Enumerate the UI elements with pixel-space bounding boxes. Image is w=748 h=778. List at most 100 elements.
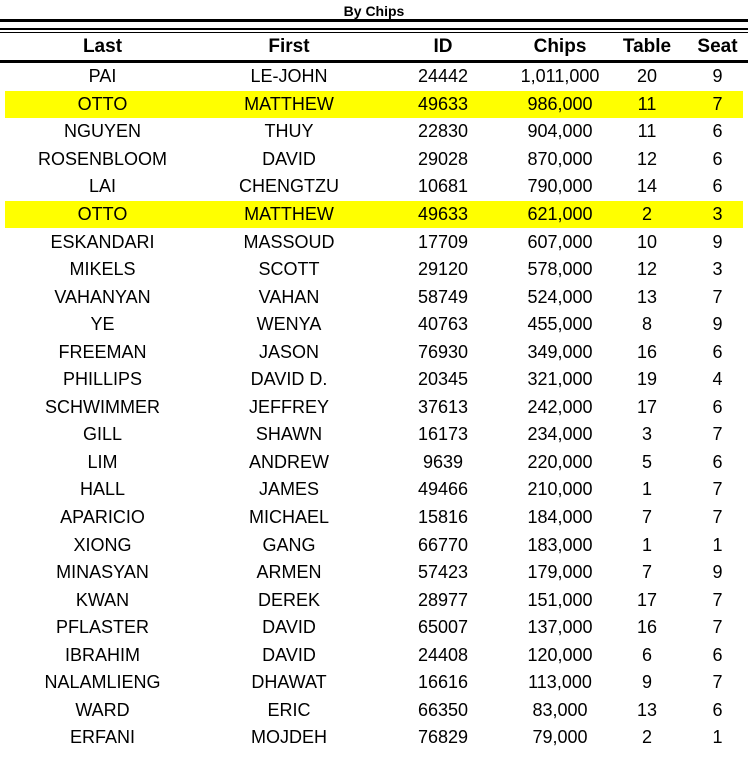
table-row: VAHANYAN VAHAN 58749 524,000 13 7 bbox=[0, 283, 748, 311]
cell-id: 24408 bbox=[417, 644, 469, 665]
table-row: PHILLIPS DAVID D. 20345 321,000 19 4 bbox=[0, 366, 748, 394]
table-row: PAI LE-JOHN 24442 1,011,000 20 9 bbox=[0, 63, 748, 91]
cell-id: 57423 bbox=[417, 562, 469, 583]
table-header-row: Last First ID Chips Table Seat bbox=[0, 33, 748, 60]
cell-id: 49466 bbox=[417, 479, 469, 500]
cell-first: ARMEN bbox=[256, 562, 322, 583]
cell-first: MATTHEW bbox=[244, 93, 334, 114]
cell-seat: 9 bbox=[712, 231, 723, 252]
cell-id: 40763 bbox=[417, 314, 469, 335]
cell-first: DAVID bbox=[262, 644, 316, 665]
header-bottom-rule bbox=[0, 60, 748, 63]
cell-table: 16 bbox=[636, 341, 658, 362]
cell-table: 1 bbox=[641, 479, 652, 500]
cell-first: JEFFREY bbox=[248, 396, 329, 417]
cell-id: 49633 bbox=[417, 204, 469, 224]
cell-last: MINASYAN bbox=[56, 562, 149, 583]
cell-first: JAMES bbox=[258, 479, 319, 500]
table-row: OTTO MATTHEW 49633 621,000 2 3 bbox=[0, 200, 748, 229]
cell-first: DAVID D. bbox=[250, 369, 328, 390]
cell-id: 58749 bbox=[417, 286, 469, 307]
cell-id: 9639 bbox=[422, 451, 464, 472]
cell-seat: 3 bbox=[712, 259, 723, 280]
cell-seat: 3 bbox=[712, 204, 723, 224]
cell-table: 2 bbox=[641, 204, 652, 224]
cell-table: 5 bbox=[641, 451, 652, 472]
cell-chips: 79,000 bbox=[532, 727, 588, 748]
cell-first: DEREK bbox=[257, 589, 320, 610]
cell-table: 19 bbox=[636, 369, 658, 390]
cell-seat: 6 bbox=[712, 699, 723, 720]
table-row: MINASYAN ARMEN 57423 179,000 7 9 bbox=[0, 559, 748, 587]
cell-seat: 6 bbox=[712, 451, 723, 472]
cell-id: 29028 bbox=[417, 148, 469, 169]
cell-id: 65007 bbox=[417, 617, 469, 638]
column-header-chips: Chips bbox=[533, 35, 587, 57]
table-row: XIONG GANG 66770 183,000 1 1 bbox=[0, 531, 748, 559]
cell-seat: 6 bbox=[712, 396, 723, 417]
cell-table: 7 bbox=[641, 507, 652, 528]
cell-last: LAI bbox=[88, 176, 117, 197]
cell-chips: 607,000 bbox=[527, 231, 593, 252]
cell-first: THUY bbox=[264, 121, 314, 142]
cell-id: 15816 bbox=[417, 507, 469, 528]
cell-last: NGUYEN bbox=[63, 121, 141, 142]
cell-table: 12 bbox=[636, 148, 658, 169]
cell-table: 11 bbox=[637, 93, 657, 114]
cell-chips: 904,000 bbox=[527, 121, 593, 142]
cell-id: 76930 bbox=[417, 341, 469, 362]
cell-chips: 151,000 bbox=[527, 589, 593, 610]
cell-table: 3 bbox=[641, 424, 652, 445]
cell-chips: 578,000 bbox=[527, 259, 593, 280]
cell-last: NALAMLIENG bbox=[44, 672, 161, 693]
cell-seat: 7 bbox=[712, 93, 723, 114]
cell-id: 66350 bbox=[417, 699, 469, 720]
cell-first: JASON bbox=[258, 341, 319, 362]
table-row: HALL JAMES 49466 210,000 1 7 bbox=[0, 476, 748, 504]
column-header-table: Table bbox=[622, 35, 672, 57]
cell-seat: 7 bbox=[712, 672, 723, 693]
cell-first: ANDREW bbox=[249, 451, 329, 472]
cell-seat: 4 bbox=[712, 369, 723, 390]
cell-last: ROSENBLOOM bbox=[37, 148, 168, 169]
double-rule-bottom bbox=[0, 31, 748, 33]
cell-first: MASSOUD bbox=[243, 231, 335, 252]
cell-table: 16 bbox=[636, 617, 658, 638]
cell-table: 9 bbox=[641, 672, 652, 693]
cell-last: XIONG bbox=[73, 534, 132, 555]
cell-chips: 220,000 bbox=[527, 451, 593, 472]
table-row: NALAMLIENG DHAWAT 16616 113,000 9 7 bbox=[0, 669, 748, 697]
cell-chips: 242,000 bbox=[527, 396, 593, 417]
cell-chips: 210,000 bbox=[527, 479, 593, 500]
cell-first: DHAWAT bbox=[251, 672, 327, 693]
cell-table: 11 bbox=[637, 121, 657, 142]
cell-seat: 6 bbox=[712, 176, 723, 197]
cell-last: LIM bbox=[87, 451, 118, 472]
cell-first: CHENGTZU bbox=[239, 176, 339, 197]
cell-chips: 349,000 bbox=[527, 341, 593, 362]
column-header-seat: Seat bbox=[697, 35, 738, 57]
cell-id: 20345 bbox=[417, 369, 469, 390]
table-row: MIKELS SCOTT 29120 578,000 12 3 bbox=[0, 256, 748, 284]
cell-seat: 6 bbox=[712, 121, 723, 142]
cell-table: 14 bbox=[636, 176, 658, 197]
table-row: LAI CHENGTZU 10681 790,000 14 6 bbox=[0, 173, 748, 201]
table-row: GILL SHAWN 16173 234,000 3 7 bbox=[0, 421, 748, 449]
cell-table: 8 bbox=[641, 314, 652, 335]
cell-first: VAHAN bbox=[258, 286, 320, 307]
cell-first: LE-JOHN bbox=[250, 66, 328, 87]
cell-seat: 6 bbox=[712, 644, 723, 665]
table-row: APARICIO MICHAEL 15816 184,000 7 7 bbox=[0, 504, 748, 532]
cell-table: 2 bbox=[641, 727, 652, 748]
table-row: OTTO MATTHEW 49633 986,000 11 7 bbox=[0, 90, 748, 119]
cell-seat: 7 bbox=[712, 479, 723, 500]
cell-chips: 621,000 bbox=[527, 204, 593, 224]
cell-table: 1 bbox=[641, 534, 652, 555]
cell-last: KWAN bbox=[75, 589, 130, 610]
table-row: KWAN DEREK 28977 151,000 17 7 bbox=[0, 586, 748, 614]
cell-id: 16173 bbox=[417, 424, 469, 445]
cell-chips: 183,000 bbox=[527, 534, 593, 555]
table-row: PFLASTER DAVID 65007 137,000 16 7 bbox=[0, 614, 748, 642]
cell-last: VAHANYAN bbox=[54, 286, 151, 307]
